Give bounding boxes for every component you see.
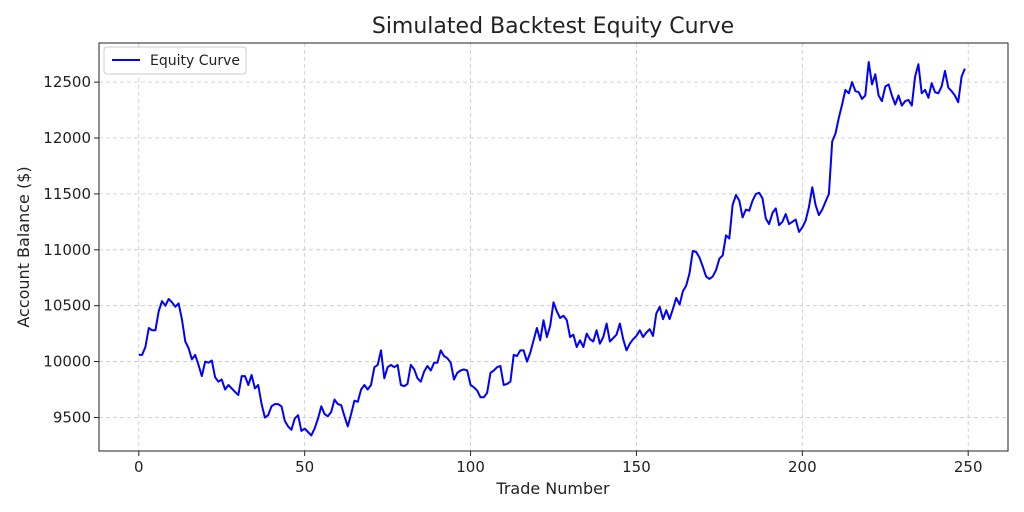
y-tick-label: 12000 xyxy=(43,129,91,147)
legend: Equity Curve xyxy=(103,46,247,75)
legend-box xyxy=(103,46,247,75)
legend-label-equity-curve: Equity Curve xyxy=(150,53,240,69)
x-tick-label: 50 xyxy=(295,458,314,476)
series-line-equity-curve xyxy=(138,61,966,437)
y-tick-label: 12500 xyxy=(43,73,91,91)
x-axis-label: Trade Number xyxy=(495,479,610,498)
x-tick-label: 150 xyxy=(622,458,651,476)
chart-title: Simulated Backtest Equity Curve xyxy=(372,14,734,39)
series-layer xyxy=(138,61,966,437)
grid-lines xyxy=(99,43,1008,451)
y-tick-label: 10000 xyxy=(43,353,91,371)
x-axis-ticks: 0 50 100 150 200 250 xyxy=(134,451,983,476)
y-tick-label: 10500 xyxy=(43,297,91,315)
x-tick-label: 200 xyxy=(788,458,817,476)
x-tick-label: 250 xyxy=(954,458,983,476)
plot-frame xyxy=(98,42,1009,452)
y-axis-ticks: 9500 10000 10500 11000 11500 12000 12500 xyxy=(43,73,99,426)
x-tick-label: 100 xyxy=(456,458,485,476)
y-tick-label: 11000 xyxy=(43,241,91,259)
y-tick-label: 11500 xyxy=(43,185,91,203)
y-axis-label: Account Balance ($) xyxy=(14,166,33,327)
y-tick-label: 9500 xyxy=(53,408,91,426)
x-tick-label: 0 xyxy=(134,458,144,476)
